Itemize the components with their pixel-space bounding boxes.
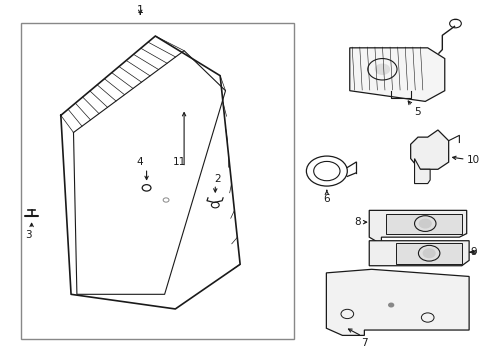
Text: 1: 1 xyxy=(137,5,144,15)
Polygon shape xyxy=(386,214,462,234)
Circle shape xyxy=(423,249,435,257)
Circle shape xyxy=(419,219,431,228)
Text: 2: 2 xyxy=(214,174,220,184)
Circle shape xyxy=(389,303,393,307)
Text: 8: 8 xyxy=(354,217,361,227)
Polygon shape xyxy=(369,210,466,244)
Polygon shape xyxy=(411,130,449,169)
Polygon shape xyxy=(415,158,430,184)
Bar xyxy=(21,23,294,339)
Polygon shape xyxy=(350,48,445,102)
Text: 4: 4 xyxy=(137,157,144,167)
Polygon shape xyxy=(369,241,469,266)
Polygon shape xyxy=(326,269,469,336)
Text: 6: 6 xyxy=(323,194,330,204)
Polygon shape xyxy=(396,243,462,264)
Text: 7: 7 xyxy=(361,338,368,348)
Text: 10: 10 xyxy=(466,156,480,165)
Text: 11: 11 xyxy=(172,157,186,167)
Text: 5: 5 xyxy=(415,107,421,117)
Text: 9: 9 xyxy=(470,247,477,257)
Text: 3: 3 xyxy=(25,230,31,240)
Circle shape xyxy=(374,64,390,75)
